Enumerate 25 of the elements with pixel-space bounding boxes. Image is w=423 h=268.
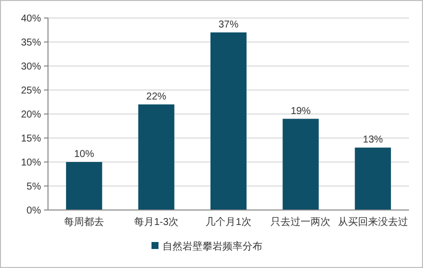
y-tick-label: 20% — [20, 110, 42, 120]
data-label: 19% — [290, 106, 311, 117]
y-tick-label: 5% — [26, 182, 42, 192]
y-tick-label: 25% — [20, 86, 42, 96]
bar — [66, 162, 102, 210]
x-tick-label: 从买回来没去过 — [338, 216, 408, 228]
y-tick-label: 30% — [20, 62, 42, 72]
x-tick-label: 每周都去 — [64, 216, 104, 228]
y-tick-label: 35% — [20, 38, 42, 48]
y-tick-label: 10% — [20, 158, 42, 168]
x-tick-label: 几个月1次 — [206, 216, 252, 228]
data-label: 10% — [74, 149, 94, 160]
data-label: 22% — [146, 91, 166, 102]
bar — [354, 148, 391, 210]
y-tick-label: 15% — [20, 134, 42, 144]
legend-label: 自然岩壁攀岩频率分布 — [162, 240, 262, 252]
data-label: 37% — [218, 19, 239, 30]
bar — [282, 118, 319, 210]
data-label: 13% — [362, 134, 384, 146]
x-tick-label: 只去过一两次 — [270, 216, 331, 228]
y-tick-label: 40% — [20, 14, 42, 24]
y-tick-label: 0% — [26, 206, 42, 216]
bar — [210, 32, 247, 210]
bar — [138, 104, 174, 210]
x-tick-label: 每月1-3次 — [134, 216, 179, 228]
